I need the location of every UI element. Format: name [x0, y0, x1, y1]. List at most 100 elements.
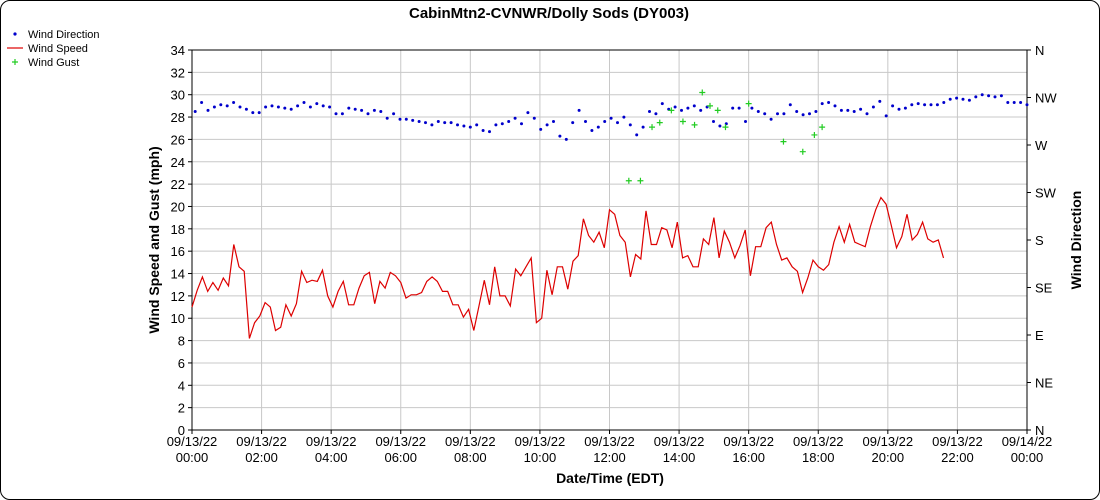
wind-gust-point [707, 102, 714, 109]
y2-tick-label: SE [1035, 281, 1053, 296]
wind-direction-point [225, 104, 229, 108]
wind-direction-point [974, 95, 978, 99]
wind-direction-point [360, 108, 364, 112]
y-tick-label: 4 [178, 378, 185, 393]
y-tick-label: 18 [171, 222, 185, 237]
y2-tick-label: NE [1035, 376, 1053, 391]
y-tick-label: 14 [171, 267, 185, 282]
wind-direction-point [839, 108, 843, 112]
legend-label: Wind Speed [28, 43, 88, 55]
wind-gust-point [745, 100, 752, 107]
chart-title: CabinMtn2-CVNWR/Dolly Sods (DY003) [409, 5, 689, 22]
wind-direction-point [814, 110, 818, 113]
wind-direction-point [980, 93, 984, 97]
wind-direction-point [590, 129, 594, 132]
y-tick-label: 26 [171, 132, 185, 147]
wind-direction-point [660, 102, 664, 106]
wind-direction-point [411, 118, 415, 122]
x-tick-date: 09/13/22 [515, 434, 566, 449]
wind-direction-point [731, 106, 735, 110]
y-tick-label: 2 [178, 401, 185, 416]
wind-direction-point [827, 101, 831, 104]
wind-direction-point [257, 111, 261, 115]
wind-direction-point [820, 102, 824, 106]
y2-tick-label: N [1035, 423, 1044, 438]
wind-direction-point [321, 104, 325, 108]
y-tick-label: 30 [171, 88, 185, 103]
wind-direction-point [238, 105, 242, 109]
y-axis-right: N NE E SE S SW W NW N [1027, 43, 1057, 438]
y-tick-label: 6 [178, 356, 185, 371]
wind-gust-point [799, 148, 806, 155]
wind-direction-point [635, 133, 639, 137]
x-tick-time: 06:00 [384, 450, 417, 465]
series-wind-speed [191, 196, 945, 339]
wind-gust-point [691, 121, 698, 128]
y-tick-label: 22 [171, 177, 185, 192]
y-tick-label: 34 [171, 43, 185, 58]
x-tick-date: 09/13/22 [167, 434, 218, 449]
wind-direction-point [513, 116, 517, 120]
x-axis-label: Date/Time (EDT) [556, 470, 664, 486]
y2-tick-label: SW [1035, 186, 1057, 201]
series-wind-gust [625, 89, 826, 184]
wind-direction-point [558, 134, 562, 138]
wind-direction-point [916, 102, 920, 106]
x-tick-date: 09/13/22 [584, 434, 635, 449]
wind-direction-point [449, 121, 453, 125]
wind-direction-point [328, 105, 332, 109]
wind-direction-point [494, 123, 498, 127]
x-tick-time: 18:00 [802, 450, 835, 465]
wind-direction-point [289, 107, 293, 111]
wind-direction-point [436, 120, 440, 123]
x-tick-date: 09/13/22 [375, 434, 426, 449]
x-tick-date: 09/13/22 [306, 434, 357, 449]
wind-direction-point [212, 105, 216, 109]
wind-direction-point [302, 101, 306, 104]
wind-direction-point [206, 108, 210, 112]
wind-direction-point [545, 123, 549, 127]
wind-direction-point [692, 104, 696, 108]
y-tick-label: 16 [171, 244, 185, 259]
x-tick-time: 02:00 [245, 450, 278, 465]
legend: Wind Direction Wind Speed Wind Gust [7, 29, 100, 69]
wind-direction-point [808, 112, 811, 116]
wind-direction-point [680, 108, 683, 112]
wind-gust-point [780, 138, 787, 145]
wind-direction-point [987, 94, 991, 98]
wind-direction-point [564, 137, 568, 141]
wind-direction-point [788, 103, 792, 107]
wind-direction-point [1012, 101, 1016, 104]
wind-direction-point [903, 106, 907, 110]
x-tick-date: 09/13/22 [793, 434, 844, 449]
wind-direction-point [712, 120, 715, 123]
wind-direction-point [244, 107, 248, 111]
wind-direction-point [763, 112, 767, 116]
wind-direction-point [737, 106, 741, 110]
wind-direction-point [193, 110, 197, 113]
wind-direction-point [468, 125, 472, 129]
x-tick-time: 16:00 [732, 450, 765, 465]
y-tick-label: 24 [171, 155, 185, 170]
wind-direction-point [251, 111, 255, 115]
wind-direction-point [392, 112, 396, 116]
wind-direction-point [539, 127, 543, 131]
x-tick-time: 22:00 [941, 450, 974, 465]
y2-tick-label: S [1035, 233, 1044, 248]
wind-direction-point [776, 112, 779, 116]
x-axis: 09/13/2200:0009/13/2202:0009/13/2204:000… [167, 430, 1052, 465]
y2-axis-label: Wind Direction [1068, 191, 1084, 290]
y-tick-label: 8 [178, 334, 185, 349]
x-tick-time: 00:00 [1011, 450, 1044, 465]
wind-direction-point [935, 103, 939, 107]
wind-gust-point [679, 118, 686, 125]
wind-direction-point [616, 121, 619, 125]
wind-direction-point [942, 101, 946, 104]
wind-direction-point [552, 120, 555, 123]
wind-direction-point [948, 97, 952, 101]
y-tick-label: 0 [178, 423, 185, 438]
wind-direction-point [846, 108, 850, 112]
wind-direction-point [961, 97, 965, 101]
